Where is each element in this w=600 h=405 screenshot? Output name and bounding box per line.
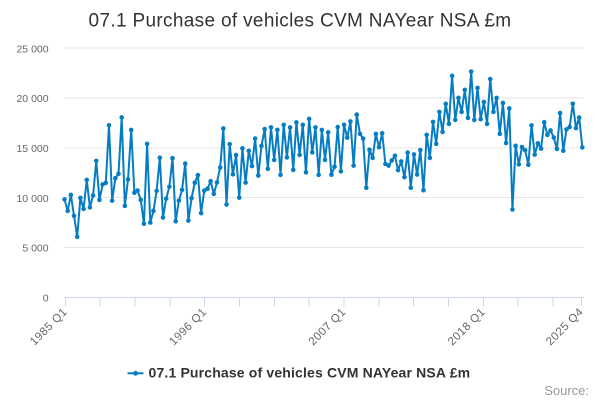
svg-text:15 000: 15 000: [16, 143, 48, 155]
svg-text:0: 0: [43, 293, 49, 305]
svg-text:07.1 Purchase of vehicles CVM: 07.1 Purchase of vehicles CVM NAYear NSA…: [149, 365, 471, 381]
svg-text:07.1 Purchase of vehicles CVM: 07.1 Purchase of vehicles CVM NAYear NSA…: [89, 11, 512, 32]
svg-text:10 000: 10 000: [16, 193, 48, 205]
svg-text:5 000: 5 000: [22, 243, 48, 255]
svg-text:25 000: 25 000: [16, 43, 48, 55]
svg-text:20 000: 20 000: [16, 93, 48, 105]
svg-text:Source:: Source:: [544, 383, 589, 398]
